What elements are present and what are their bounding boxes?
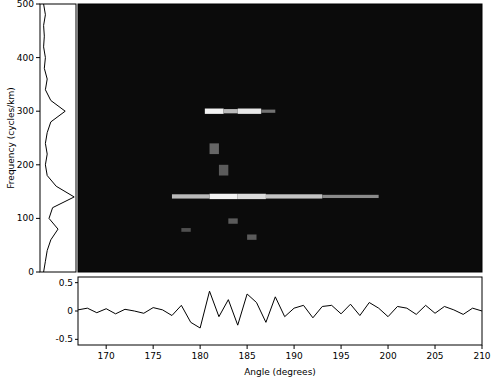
profile-line [78, 291, 482, 328]
tick [36, 218, 40, 219]
heatmap-cell [238, 109, 261, 114]
tick [200, 345, 201, 349]
tick-label: 170 [98, 351, 115, 361]
heatmap-cells [172, 109, 379, 240]
tick [388, 345, 389, 349]
left-frame [40, 4, 76, 272]
tick [36, 164, 40, 165]
tick-label: 400 [17, 53, 34, 63]
tick [75, 282, 78, 283]
tick [482, 345, 483, 349]
heatmap-cell [219, 165, 228, 176]
heatmap-cell [247, 234, 256, 239]
heatmap-cell [210, 143, 219, 154]
tick [36, 57, 40, 58]
profile-line [44, 4, 75, 272]
tick [435, 345, 436, 349]
tick-label: 195 [332, 351, 349, 361]
tick [294, 345, 295, 349]
tick-label: 500 [17, 0, 34, 9]
tick-label: 0.5 [59, 278, 73, 288]
heatmap-cell [205, 109, 224, 114]
tick [341, 345, 342, 349]
heatmap-background [78, 4, 482, 272]
tick-label: 200 [17, 160, 34, 170]
tick [106, 345, 107, 349]
figure: 0 100 200 300 400 500 Frequency (cycles/km) -0.… [0, 0, 496, 391]
heatmap-cell [238, 194, 266, 199]
heatmap-cell [261, 110, 275, 113]
heatmap-cell [322, 195, 378, 198]
heatmap-cell [181, 228, 190, 232]
tick-label: 0 [28, 267, 34, 277]
tick-label: 300 [17, 106, 34, 116]
tick [75, 339, 78, 340]
tick-label: 200 [379, 351, 396, 361]
tick-label: 185 [239, 351, 256, 361]
tick-label: 210 [473, 351, 490, 361]
tick-label: 100 [17, 213, 34, 223]
tick-label: 180 [192, 351, 209, 361]
tick [36, 4, 40, 5]
tick-label: -0.5 [55, 334, 73, 344]
tick [36, 272, 40, 273]
tick-label: 0 [67, 306, 73, 316]
tick [247, 345, 248, 349]
tick-label: 205 [426, 351, 443, 361]
heatmap-cell [224, 109, 238, 113]
heatmap-cell [210, 194, 238, 199]
heatmap-cell [172, 194, 210, 198]
left-lines [44, 4, 75, 272]
heatmap-cell [228, 218, 237, 223]
axis-title: Frequency (cycles/km) [6, 87, 16, 188]
tick [75, 311, 78, 312]
tick-label: 175 [145, 351, 162, 361]
tick [153, 345, 154, 349]
tick [36, 111, 40, 112]
tick-label: 190 [285, 351, 302, 361]
axis-title: Angle (degrees) [244, 367, 316, 377]
heatmap-cell [266, 194, 322, 198]
bottom-lines [78, 291, 482, 328]
heatmap-frame [78, 4, 482, 272]
bottom-frame [78, 277, 482, 345]
